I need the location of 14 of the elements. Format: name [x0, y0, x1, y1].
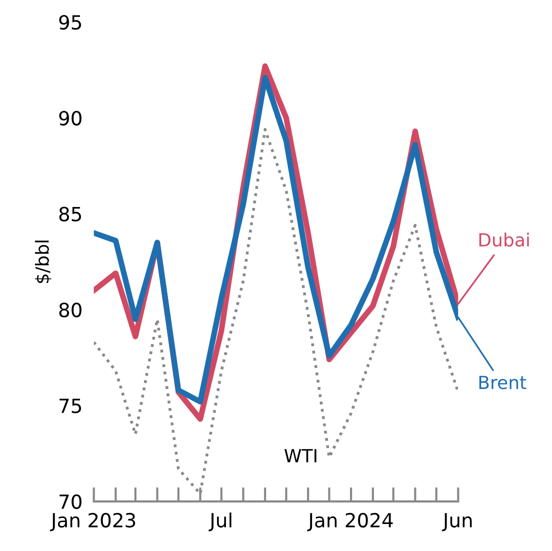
- y-tick-label: 90: [59, 110, 82, 126]
- y-tick-label: 70: [60, 494, 82, 510]
- series-label: WTI: [284, 449, 316, 462]
- x-tick-label: Jan 2024: [307, 512, 393, 532]
- y-tick-label: 75: [60, 398, 82, 414]
- x-tick-label: Jul: [208, 512, 232, 532]
- y-axis-title: $/bbl: [34, 240, 52, 283]
- y-tick-label: 80: [59, 302, 82, 318]
- text: Dubai: [479, 232, 529, 247]
- y-tick-label: 95: [59, 14, 82, 30]
- x-tick-label: Jun: [442, 513, 472, 532]
- x-tick-label: Jan 2023: [50, 512, 136, 532]
- text: Brent: [479, 376, 526, 390]
- y-tick-label: 85: [59, 206, 82, 222]
